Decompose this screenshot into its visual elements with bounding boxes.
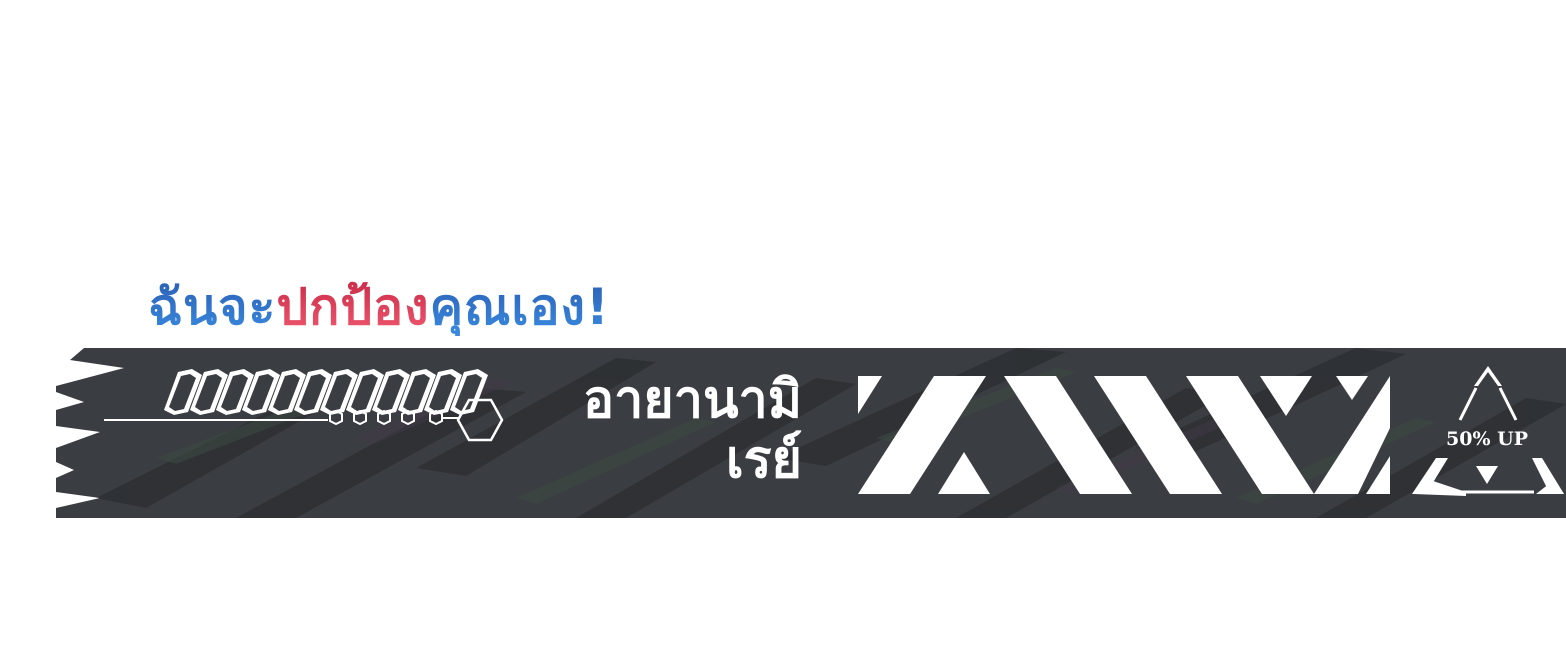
character-name: อายานามิ เรย์ bbox=[583, 370, 802, 490]
character-name-line-1: อายานามิ bbox=[582, 370, 802, 430]
triangle-up-badge-icon bbox=[1412, 366, 1564, 496]
tagline-part-2: ปกป้อง bbox=[276, 278, 430, 336]
character-banner bbox=[56, 348, 1566, 518]
rate-up-badge-label: 50% UP bbox=[1446, 428, 1528, 450]
chevron-stripes-icon bbox=[858, 376, 1390, 494]
hexagon-nodes bbox=[329, 398, 504, 442]
banner-background bbox=[56, 348, 1566, 518]
tagline: ฉันจะปกป้องคุณเอง! bbox=[148, 272, 610, 342]
character-name-line-2: เรย์ bbox=[725, 430, 802, 490]
tagline-part-3: คุณเอง! bbox=[429, 278, 610, 336]
tagline-part-1: ฉันจะ bbox=[148, 278, 277, 336]
hexagon-chain-links bbox=[164, 369, 488, 415]
